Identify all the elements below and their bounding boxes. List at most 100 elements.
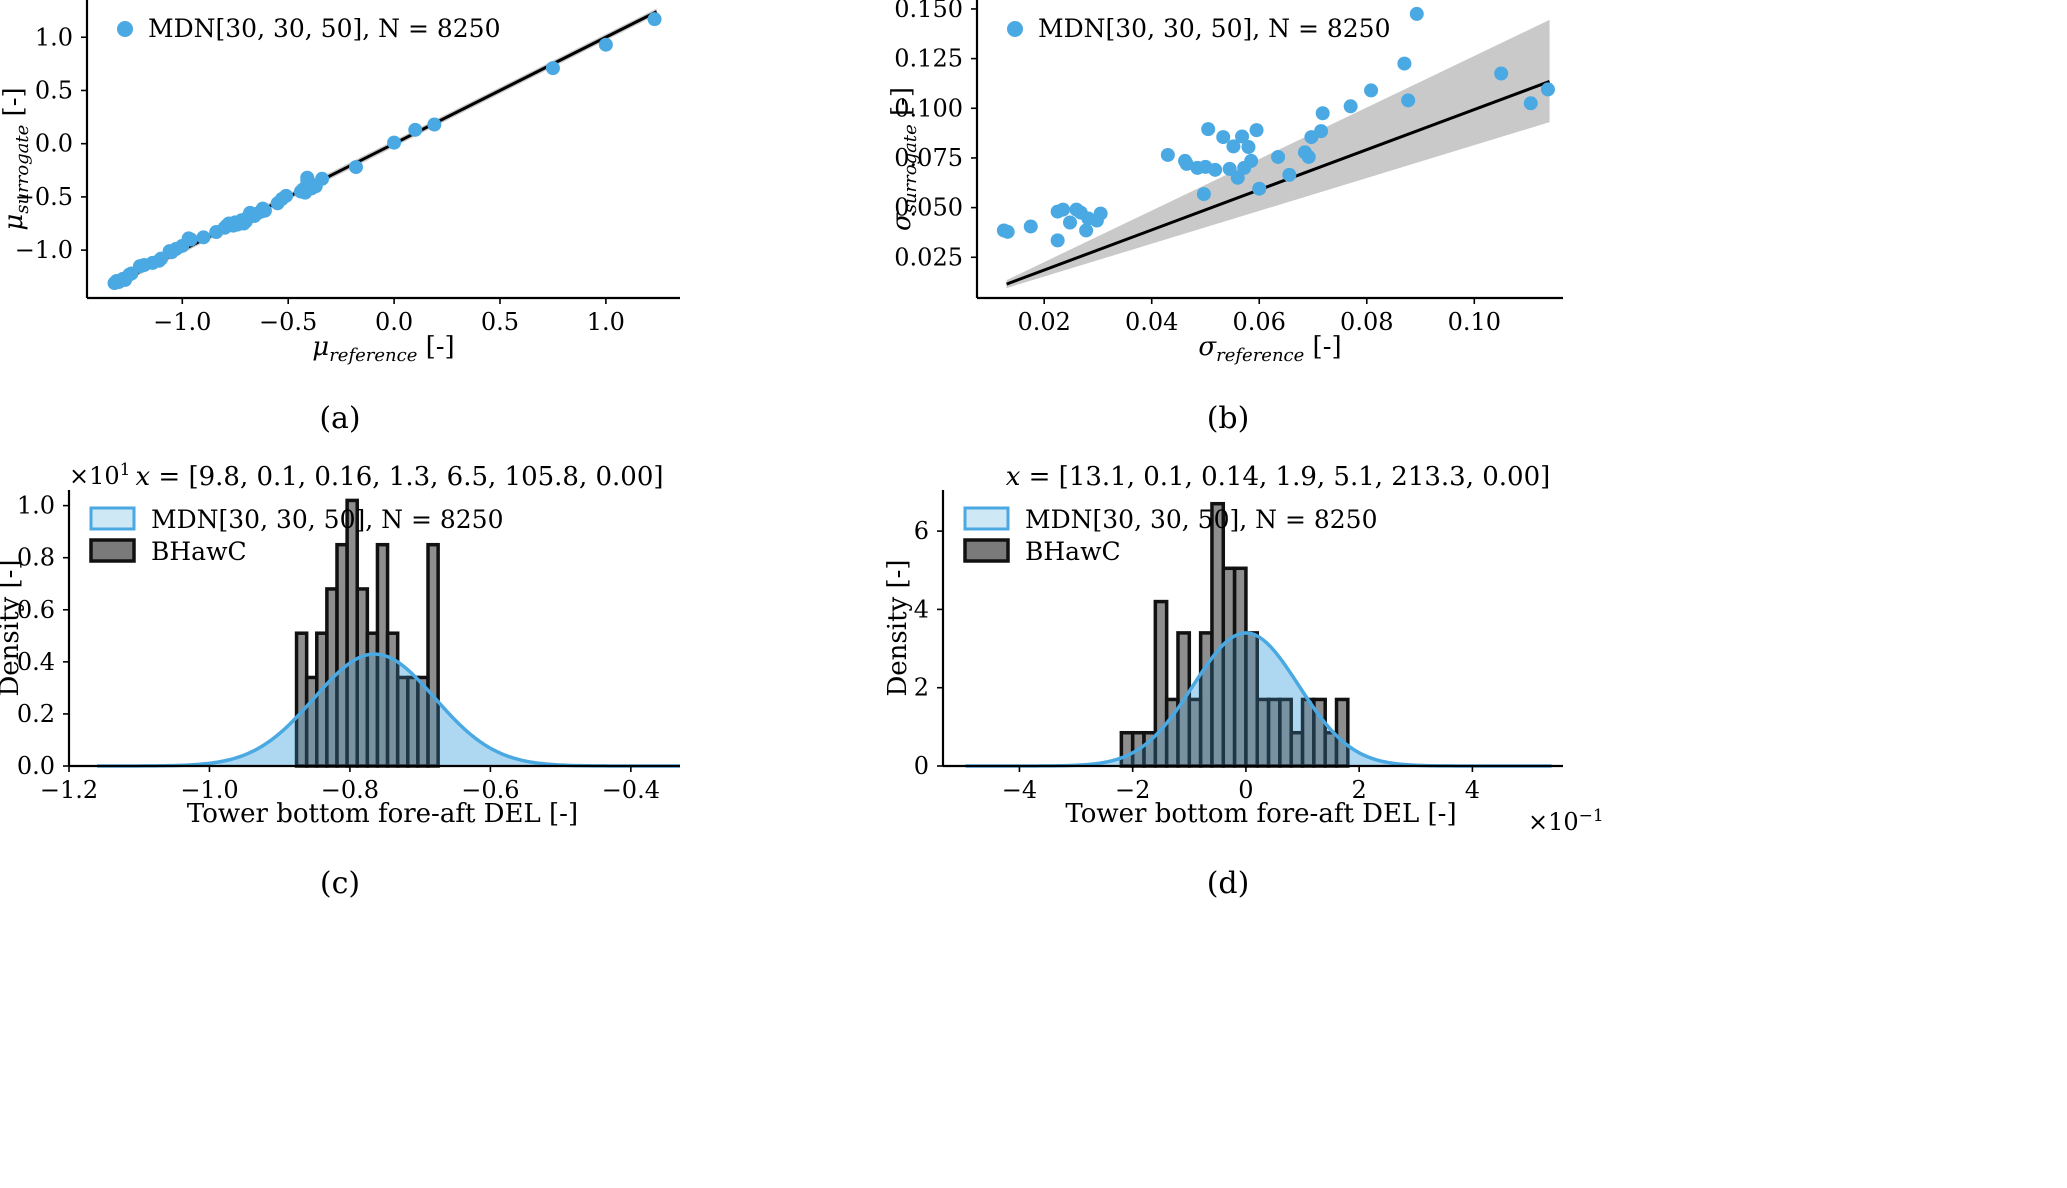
y-tick-label: 0.125 xyxy=(894,45,963,73)
data-point xyxy=(1494,66,1509,81)
data-point xyxy=(427,117,442,132)
y-tick-label: 2 xyxy=(914,674,929,702)
legend-swatch-mdn xyxy=(89,506,136,531)
panel-caption: (b) xyxy=(1207,401,1250,436)
y-tick-label: 0.025 xyxy=(894,243,963,271)
kde-overlay xyxy=(965,632,1552,766)
legend-swatch-bhawc xyxy=(963,538,1010,563)
legend-label-bhawc: BHawC xyxy=(1025,537,1121,566)
x-tick-label: 2 xyxy=(1352,776,1367,804)
data-point xyxy=(1079,223,1094,238)
data-point xyxy=(1179,156,1194,171)
data-point xyxy=(279,188,294,203)
y-tick-label: 0.8 xyxy=(17,544,55,572)
x-tick-label: −4 xyxy=(1002,776,1037,804)
x-tick-label: −0.5 xyxy=(259,308,317,336)
data-point xyxy=(1409,6,1424,21)
data-point xyxy=(1301,149,1316,164)
data-point xyxy=(1244,153,1259,168)
panel-d-density-histogram: −4 −2 0 2 4 0 2 4 6 (d) Tower bottom fore-aft DEL … xyxy=(883,462,1604,901)
x-axis-label: Tower bottom fore-aft DEL [-] xyxy=(187,799,578,829)
legend-label-mdn: MDN[30, 30, 50], N = 8250 xyxy=(151,505,503,534)
data-point xyxy=(408,122,423,137)
data-point xyxy=(1000,224,1015,239)
data-point xyxy=(1196,187,1211,202)
data-point xyxy=(1315,106,1330,121)
data-point xyxy=(1343,99,1358,114)
y-tick-label: 4 xyxy=(914,595,929,623)
legend-label-mdn: MDN[30, 30, 50], N = 8250 xyxy=(1025,505,1377,534)
x-tick-label: 0.04 xyxy=(1125,308,1178,336)
data-point xyxy=(1235,129,1250,144)
y-tick-label: 0.2 xyxy=(17,700,55,728)
x-tick-label: −0.6 xyxy=(461,776,519,804)
data-point xyxy=(1216,130,1231,145)
y-axis-label: Density [-] xyxy=(883,559,913,696)
x-tick-label: 0.0 xyxy=(375,308,413,336)
y-tick-label: −1.0 xyxy=(15,236,73,264)
chart-title: x = [13.1, 0.1, 0.14, 1.9, 5.1, 213.3, 0… xyxy=(1006,462,1551,492)
legend-label-bhawc: BHawC xyxy=(151,537,247,566)
y-tick-label: 0.075 xyxy=(894,144,963,172)
y-tick-label: 0.100 xyxy=(894,94,963,122)
data-point xyxy=(196,230,211,245)
data-point xyxy=(1093,206,1108,221)
y-tick-label: 0.0 xyxy=(17,752,55,780)
y-axis-label: σsurrogate [-] xyxy=(887,87,921,231)
data-point xyxy=(1208,162,1223,177)
data-point xyxy=(1252,181,1267,196)
y-axis-multiplier: ×101 xyxy=(69,460,130,490)
x-tick-label: −2 xyxy=(1115,776,1150,804)
y-tick-label: 0.050 xyxy=(894,194,963,222)
panel-c-density-histogram: −1.2 −1.0 −0.8 −0.6 −0.4 0.0 0.2 0.4 0.6 0.8 1.0 (c… xyxy=(0,460,681,901)
y-tick-label: 0.6 xyxy=(17,596,55,624)
x-axis-label: μreference [-] xyxy=(312,332,454,366)
panel-caption: (c) xyxy=(320,866,360,901)
data-point xyxy=(183,232,198,247)
y-tick-label: 0.5 xyxy=(35,76,73,104)
x-tick-label: −0.4 xyxy=(602,776,660,804)
data-point xyxy=(1056,202,1071,217)
data-point xyxy=(1282,167,1297,182)
x-tick-label: 1.0 xyxy=(587,308,625,336)
y-tick-label: −0.5 xyxy=(15,183,73,211)
x-tick-label: 0.02 xyxy=(1017,308,1070,336)
x-tick-label: 0.5 xyxy=(481,308,519,336)
panel-a-mu-scatter: −1.0 −0.5 0.0 0.5 1.0 −1.0 −0.5 0.0 0.5 1.0 (a) μre… xyxy=(0,0,680,436)
x-tick-label: −1.0 xyxy=(153,308,211,336)
y-tick-label: 0.0 xyxy=(35,130,73,158)
legend-swatch-mdn xyxy=(963,506,1010,531)
data-point xyxy=(1160,147,1175,162)
panel-caption: (d) xyxy=(1207,866,1250,901)
x-tick-label: 0.06 xyxy=(1233,308,1286,336)
legend-marker-mdn xyxy=(1007,21,1023,37)
y-tick-label: 1.0 xyxy=(17,492,55,520)
data-point xyxy=(1201,122,1216,137)
data-point xyxy=(1523,96,1538,111)
data-point xyxy=(1230,170,1245,185)
data-point xyxy=(647,12,662,27)
x-tick-label: −1.2 xyxy=(40,776,98,804)
data-point xyxy=(1249,123,1264,138)
panel-caption: (a) xyxy=(319,401,360,436)
x-axis-label: σreference [-] xyxy=(1198,332,1341,366)
data-point xyxy=(1222,161,1237,176)
chart-title: x = [9.8, 0.1, 0.16, 1.3, 6.5, 105.8, 0.… xyxy=(135,462,663,492)
x-axis-label: Tower bottom fore-aft DEL [-] xyxy=(1065,799,1456,829)
panel-b-sigma-scatter: 0.02 0.04 0.06 0.08 0.10 0.025 0.050 0.075 0.100… xyxy=(887,0,1563,436)
data-point xyxy=(387,135,402,150)
data-point xyxy=(1271,149,1286,164)
data-point xyxy=(1050,233,1065,248)
x-tick-label: 4 xyxy=(1465,776,1480,804)
data-point xyxy=(1063,215,1078,230)
y-axis-label: μsurrogate [-] xyxy=(0,87,33,230)
y-axis-label: Density [-] xyxy=(0,559,25,696)
legend-swatch-bhawc xyxy=(89,538,136,563)
x-tick-label: 0.10 xyxy=(1448,308,1501,336)
data-point xyxy=(1364,83,1379,98)
x-tick-label: 0.08 xyxy=(1340,308,1393,336)
y-tick-label: 0.4 xyxy=(17,648,55,676)
x-tick-label: −1.0 xyxy=(180,776,238,804)
data-point xyxy=(1397,56,1412,71)
